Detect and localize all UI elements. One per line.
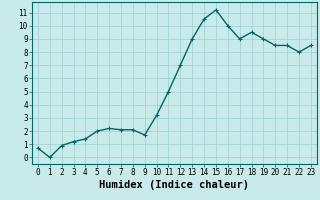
X-axis label: Humidex (Indice chaleur): Humidex (Indice chaleur) — [100, 180, 249, 190]
